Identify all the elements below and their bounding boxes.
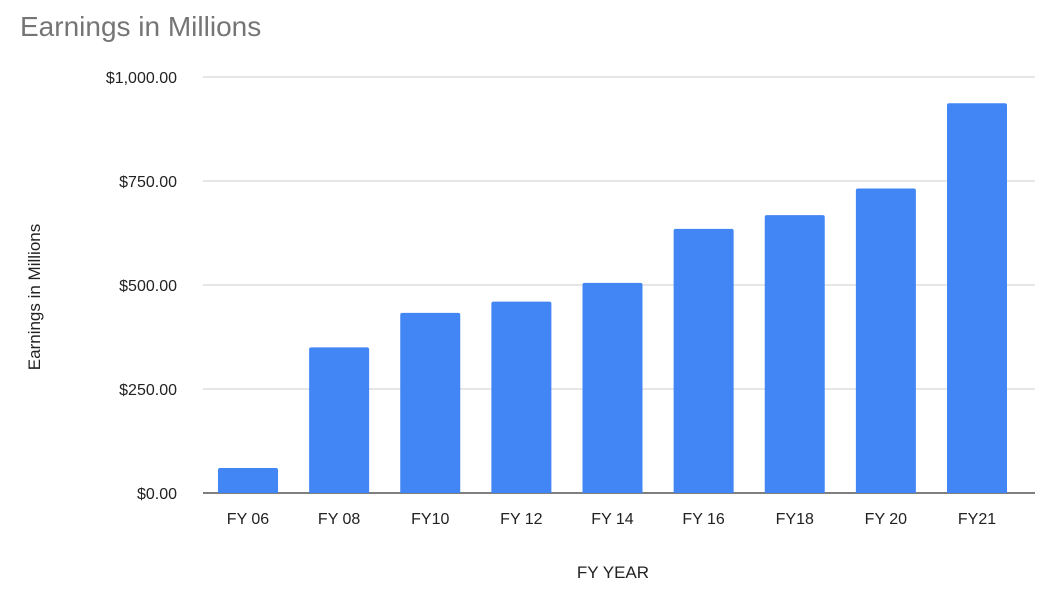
x-tick-label: FY 08 (318, 511, 361, 528)
y-axis-ticks: $0.00 $250.00 $500.00 $750.00 $1,000.00 (106, 70, 177, 503)
bar[interactable] (582, 282, 643, 493)
x-tick-label: FY21 (958, 511, 996, 528)
y-tick-label: $500.00 (119, 278, 177, 295)
bar[interactable] (400, 312, 461, 493)
bar[interactable] (673, 228, 734, 493)
bar[interactable] (491, 301, 552, 493)
y-tick-label: $0.00 (137, 486, 177, 503)
y-axis-title: Earnings in Millions (25, 224, 44, 370)
x-tick-label: FY 14 (591, 511, 634, 528)
x-tick-label: FY10 (411, 511, 449, 528)
x-tick-label: FY 12 (500, 511, 543, 528)
bar[interactable] (947, 103, 1007, 493)
x-tick-label: FY 16 (682, 511, 725, 528)
x-axis-ticks: FY 06 FY 08 FY10 FY 12 FY 14 FY 16 FY18 FY 20 FY… (227, 511, 996, 528)
y-tick-label: $750.00 (119, 174, 177, 191)
chart-title: Earnings in Millions (20, 11, 261, 42)
y-tick-label: $250.00 (119, 382, 177, 399)
bar[interactable] (309, 347, 370, 493)
x-tick-label: FY 20 (865, 511, 908, 528)
bars (218, 103, 1007, 493)
y-tick-label: $1,000.00 (106, 70, 177, 87)
bar[interactable] (764, 215, 825, 493)
x-tick-label: FY18 (776, 511, 814, 528)
x-tick-label: FY 06 (227, 511, 270, 528)
bar[interactable] (218, 468, 278, 493)
bar[interactable] (855, 188, 916, 493)
x-axis-title: FY YEAR (577, 563, 649, 582)
